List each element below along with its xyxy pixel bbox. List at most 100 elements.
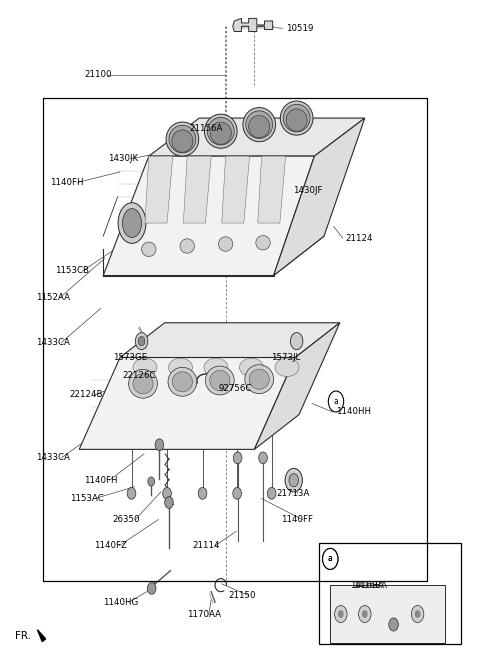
Text: 1573JL: 1573JL <box>271 353 300 362</box>
Text: 1140HH: 1140HH <box>336 407 371 417</box>
Text: 1153CB: 1153CB <box>55 266 89 276</box>
Polygon shape <box>79 358 295 449</box>
Text: 1416BA: 1416BA <box>353 581 387 590</box>
Ellipse shape <box>249 115 270 138</box>
Circle shape <box>198 487 207 499</box>
Circle shape <box>165 497 173 508</box>
Polygon shape <box>149 118 365 156</box>
Text: 1433CA: 1433CA <box>36 453 70 462</box>
Polygon shape <box>178 373 192 382</box>
Circle shape <box>389 618 398 631</box>
Ellipse shape <box>166 122 199 156</box>
Ellipse shape <box>245 365 274 394</box>
Ellipse shape <box>246 111 273 138</box>
Circle shape <box>328 391 344 412</box>
Ellipse shape <box>218 237 233 251</box>
Text: 21114: 21114 <box>192 541 219 550</box>
Text: 1152AA: 1152AA <box>36 293 70 302</box>
Polygon shape <box>233 18 273 31</box>
Ellipse shape <box>122 209 142 237</box>
Ellipse shape <box>133 374 153 394</box>
Ellipse shape <box>205 366 234 395</box>
Bar <box>43 98 427 581</box>
Polygon shape <box>258 156 286 223</box>
Ellipse shape <box>240 358 264 377</box>
Circle shape <box>155 439 164 451</box>
Ellipse shape <box>275 358 299 377</box>
Circle shape <box>338 610 344 618</box>
Ellipse shape <box>172 372 192 392</box>
Text: 22124B: 22124B <box>70 390 103 400</box>
Circle shape <box>135 333 148 350</box>
Ellipse shape <box>180 239 194 253</box>
Text: 21100: 21100 <box>84 70 111 79</box>
Text: a: a <box>334 397 338 406</box>
Circle shape <box>335 605 347 623</box>
Ellipse shape <box>142 242 156 256</box>
Text: 1430JK: 1430JK <box>108 154 138 163</box>
Circle shape <box>285 468 302 492</box>
Ellipse shape <box>129 369 157 398</box>
Bar <box>319 543 461 644</box>
Text: 21713A: 21713A <box>276 489 310 498</box>
Text: 21124: 21124 <box>346 234 373 243</box>
Circle shape <box>148 477 155 486</box>
Ellipse shape <box>283 104 310 132</box>
Ellipse shape <box>207 117 234 145</box>
Ellipse shape <box>168 367 197 396</box>
Circle shape <box>259 452 267 464</box>
Text: 1140HG: 1140HG <box>103 598 138 607</box>
Circle shape <box>267 487 276 499</box>
Ellipse shape <box>243 108 276 142</box>
Circle shape <box>323 548 338 569</box>
Ellipse shape <box>286 109 307 131</box>
Circle shape <box>163 487 171 499</box>
Circle shape <box>127 487 136 499</box>
Polygon shape <box>37 630 46 642</box>
Ellipse shape <box>280 101 313 135</box>
Text: 1573GE: 1573GE <box>113 353 147 362</box>
Polygon shape <box>183 156 211 223</box>
Text: 1140FF: 1140FF <box>281 515 313 524</box>
Ellipse shape <box>210 122 231 144</box>
Polygon shape <box>103 156 314 276</box>
Text: 92756C: 92756C <box>218 384 252 393</box>
Text: 1170AA: 1170AA <box>187 610 221 619</box>
Ellipse shape <box>172 130 193 152</box>
Text: 1433CA: 1433CA <box>36 338 70 347</box>
Ellipse shape <box>169 125 196 153</box>
Circle shape <box>323 548 338 569</box>
Ellipse shape <box>249 369 269 389</box>
Text: 26350: 26350 <box>113 515 140 524</box>
Circle shape <box>290 333 303 350</box>
Ellipse shape <box>256 236 270 250</box>
Circle shape <box>138 337 145 346</box>
Text: FR.: FR. <box>15 631 31 642</box>
Ellipse shape <box>210 371 230 390</box>
Polygon shape <box>120 323 340 358</box>
Text: 1430JF: 1430JF <box>293 186 322 195</box>
Circle shape <box>362 610 368 618</box>
Circle shape <box>415 610 420 618</box>
Polygon shape <box>274 118 365 276</box>
Circle shape <box>411 605 424 623</box>
Polygon shape <box>222 156 250 223</box>
Ellipse shape <box>204 358 228 377</box>
Ellipse shape <box>204 114 237 148</box>
Text: 1153AC: 1153AC <box>70 494 103 503</box>
Circle shape <box>147 583 156 594</box>
Text: 1140FH: 1140FH <box>84 476 118 485</box>
Text: 1140FZ: 1140FZ <box>94 541 126 550</box>
Ellipse shape <box>168 358 192 377</box>
Circle shape <box>233 487 241 499</box>
Text: 1140FH: 1140FH <box>50 178 84 187</box>
Text: 21150: 21150 <box>228 591 255 600</box>
Bar <box>330 585 445 643</box>
Ellipse shape <box>118 203 146 243</box>
Text: a: a <box>328 554 333 564</box>
Text: 10519: 10519 <box>286 24 313 33</box>
Text: 1416BA: 1416BA <box>350 581 384 590</box>
Circle shape <box>289 474 299 487</box>
Text: 21156A: 21156A <box>190 124 223 133</box>
Text: 22126C: 22126C <box>122 371 156 380</box>
